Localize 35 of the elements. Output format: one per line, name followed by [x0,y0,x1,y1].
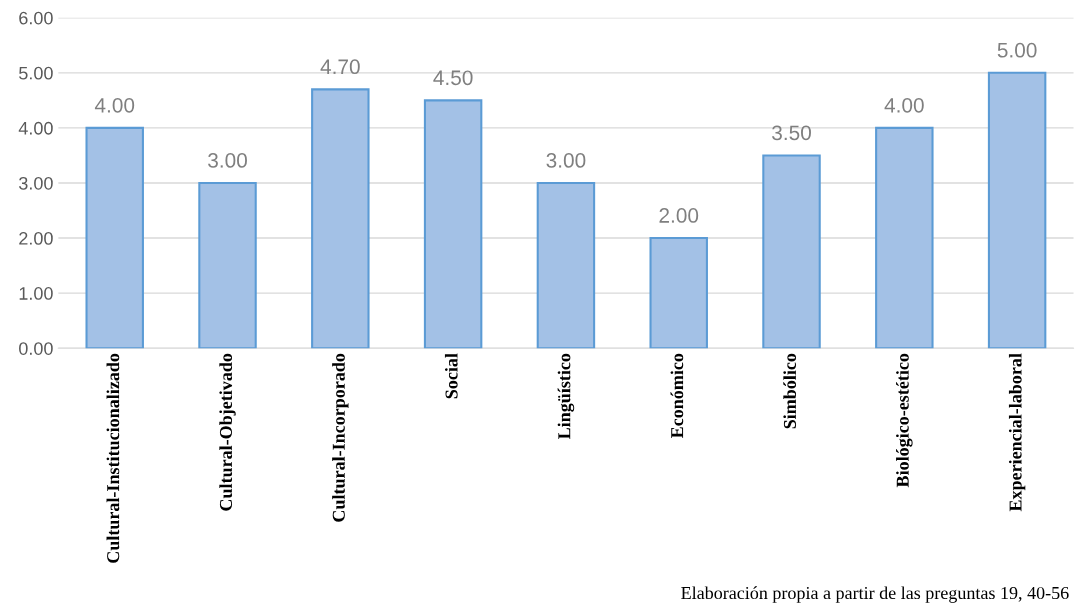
y-tick-label: 4.00 [18,121,53,135]
y-tick-label: 6.00 [19,11,53,25]
x-tick-label: Experiencial-laboral [1008,353,1026,512]
text: Elaboración propia a partir de las preguntas 19, 40-56 [681,586,1069,603]
x-tick-label: Biológico-estético [896,353,913,488]
x-tick-label: Económico [670,353,684,439]
y-tick-label: 1.00 [19,287,53,300]
bar [987,71,1047,349]
y-tick-label: 3.00 [19,176,53,190]
bar [762,154,821,349]
y-tick-label: 5.00 [19,66,53,80]
bar [423,99,483,349]
data-label: 2.00 [659,208,699,223]
data-label: 4.00 [884,97,924,113]
bar [198,181,257,349]
y-tick-label: 0.00 [19,342,53,355]
x-tick-label: Lingüístico [557,353,575,440]
bar [311,88,370,349]
x-tick-label: Simbólico [783,353,797,429]
bar [649,237,708,349]
data-label: 4.50 [433,70,473,86]
x-tick-label: Cultural-Incorporado [332,353,349,522]
y-tick-label: 2.00 [19,232,53,245]
bar [536,181,596,349]
x-tick-label: Cultural-Institucionalizado [106,353,120,563]
data-label: 3.00 [546,153,586,168]
x-tick-label: Social [444,353,458,399]
data-label: 4.70 [320,59,360,75]
bar [875,126,934,349]
data-label: 3.00 [208,153,247,168]
bar [85,126,144,349]
data-label: 3.50 [772,125,811,141]
data-label: 5.00 [997,42,1037,58]
data-label: 4.00 [94,97,135,113]
x-tick-label: Cultural-Objetivado [219,353,236,511]
